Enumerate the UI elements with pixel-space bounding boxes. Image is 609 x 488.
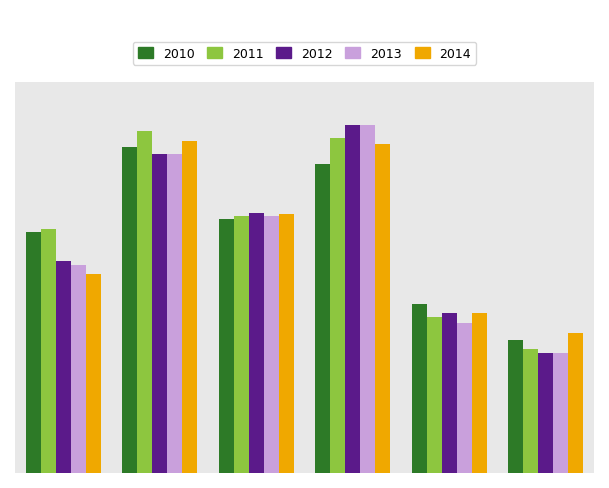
Bar xyxy=(442,314,457,473)
Bar xyxy=(472,314,487,473)
Bar xyxy=(41,229,56,473)
Bar xyxy=(167,155,182,473)
Bar xyxy=(56,262,71,473)
Bar xyxy=(137,132,152,473)
Bar xyxy=(315,164,330,473)
Bar xyxy=(509,340,523,473)
Bar xyxy=(248,213,264,473)
Bar xyxy=(219,220,234,473)
Bar xyxy=(538,353,553,473)
Bar xyxy=(375,145,390,473)
Bar xyxy=(568,333,583,473)
Bar xyxy=(86,275,100,473)
Bar xyxy=(182,142,197,473)
Bar xyxy=(553,353,568,473)
Bar xyxy=(152,155,167,473)
Bar xyxy=(71,265,86,473)
Bar xyxy=(26,233,41,473)
Bar xyxy=(122,148,137,473)
Bar xyxy=(412,304,427,473)
Legend: 2010, 2011, 2012, 2013, 2014: 2010, 2011, 2012, 2013, 2014 xyxy=(133,42,476,65)
Bar xyxy=(279,214,294,473)
Bar xyxy=(345,125,361,473)
Bar xyxy=(264,216,279,473)
Bar xyxy=(361,125,375,473)
Bar xyxy=(427,317,442,473)
Bar xyxy=(457,324,472,473)
Bar xyxy=(523,349,538,473)
Bar xyxy=(234,216,248,473)
Bar xyxy=(330,138,345,473)
